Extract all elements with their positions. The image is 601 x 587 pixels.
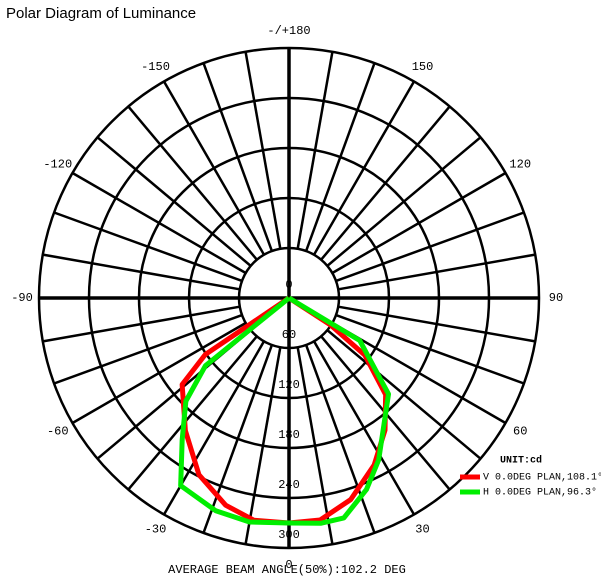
angle-tick-label: 120 [509, 158, 531, 172]
ring [187, 196, 391, 400]
legend-label: V 0.0DEG PLAN,108.1° [483, 472, 601, 484]
legend-label: H 0.0DEG PLAN,96.3° [483, 487, 597, 499]
radial-tick-label: 300 [278, 528, 300, 542]
series-line [178, 295, 392, 526]
ring [137, 146, 441, 450]
radial-tick-label: 240 [278, 478, 300, 492]
ring [87, 96, 491, 500]
angle-tick-label: -120 [43, 158, 72, 172]
angle-tick-label: 90 [549, 291, 563, 305]
chart-title: Polar Diagram of Luminance [6, 5, 196, 22]
radial-tick-label: 60 [282, 328, 296, 342]
angle-tick-label: -150 [141, 60, 170, 74]
angle-tick-label: -90 [11, 291, 33, 305]
angle-tick-label: -30 [145, 522, 167, 536]
footer: AVERAGE BEAM ANGLE(50%):102.2 DEG [168, 563, 406, 577]
angle-tick-label: 150 [412, 60, 434, 74]
radial-tick-label: 120 [278, 378, 300, 392]
angle-tick-label: 0 [285, 558, 292, 572]
angle-tick-label: -60 [47, 425, 69, 439]
angle-tick-label: 30 [415, 522, 429, 536]
ring [37, 46, 541, 550]
radial-tick-label: 180 [278, 428, 300, 442]
legend-title: UNIT:cd [500, 455, 542, 467]
ring [237, 246, 341, 350]
radial-tick-label: 0 [285, 278, 292, 292]
angle-tick-label: 60 [513, 425, 527, 439]
angle-tick-label: -/+180 [267, 24, 310, 38]
